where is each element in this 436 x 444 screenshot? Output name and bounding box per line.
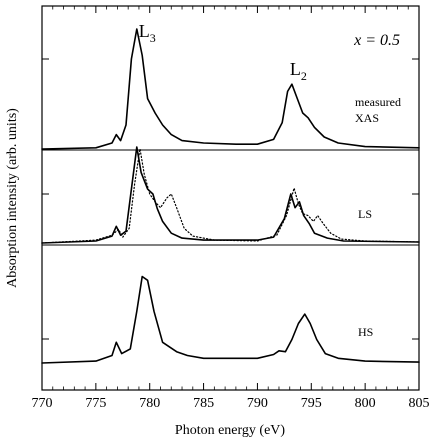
peak-label: L2: [290, 59, 307, 83]
x-tick-label: 785: [193, 396, 214, 411]
panel-label: HS: [358, 325, 373, 339]
series-line: [41, 146, 420, 244]
series-line: [41, 28, 420, 150]
x-axis: 770 775 780 785 790 795 800 805: [32, 6, 430, 411]
x-tick-label: 775: [85, 396, 106, 411]
x-tick-label: 805: [409, 396, 430, 411]
series-layer: [41, 28, 420, 364]
panel-label: XAS: [355, 111, 379, 125]
plot-frame: [41, 5, 420, 391]
x-tick-label: 780: [139, 396, 160, 411]
x-tick-label: 790: [247, 396, 268, 411]
x-tick-label: 800: [355, 396, 376, 411]
series-line: [41, 275, 420, 364]
y-axis: [42, 58, 419, 340]
panel-label: measured: [355, 95, 401, 109]
composition-annotation: x = 0.5: [353, 32, 400, 49]
x-tick-label: 770: [32, 396, 53, 411]
y-axis-title: Absorption intensity (arb. units): [5, 108, 20, 288]
x-tick-label: 795: [301, 396, 322, 411]
series-line-dotted: [41, 148, 420, 244]
labels-layer: measured XAS LS HS L3 L2: [139, 21, 401, 339]
panel-label: LS: [358, 207, 372, 221]
x-axis-title: Photon energy (eV): [175, 423, 285, 438]
peak-label: L3: [139, 21, 156, 45]
